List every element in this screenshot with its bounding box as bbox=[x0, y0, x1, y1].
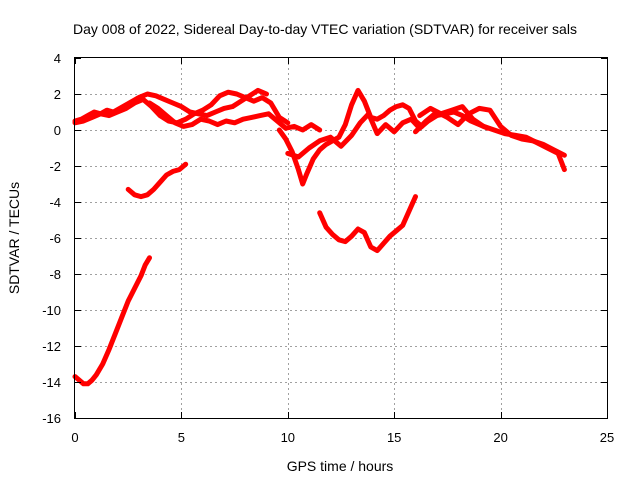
series-track-d bbox=[276, 87, 425, 187]
x-tick-label: 10 bbox=[281, 430, 295, 445]
axis-ticks: 0 5 10 15 20 25 -16 -14 -12 -10 -8 -6 -4 -2 0 2 4 bbox=[42, 51, 614, 445]
chart-title: Day 008 of 2022, Sidereal Day-to-day VTE… bbox=[73, 21, 577, 37]
series-track-j bbox=[72, 255, 152, 387]
x-tick-label: 20 bbox=[493, 430, 507, 445]
plot-frame bbox=[74, 57, 608, 419]
data-series bbox=[72, 87, 567, 387]
x-tick-label: 5 bbox=[178, 430, 185, 445]
y-axis-label: SDTVAR / TECUs bbox=[6, 182, 22, 294]
y-tick-label: 0 bbox=[54, 123, 61, 138]
y-tick-label: -10 bbox=[42, 303, 61, 318]
series-track-i bbox=[317, 194, 418, 254]
y-tick-label: -4 bbox=[49, 195, 61, 210]
series-track-b bbox=[72, 89, 291, 126]
y-tick-label: -12 bbox=[42, 339, 61, 354]
y-tick-label: -6 bbox=[49, 231, 61, 246]
series-track-e bbox=[285, 109, 491, 160]
x-tick-label: 15 bbox=[387, 430, 401, 445]
series-track-c bbox=[147, 100, 323, 133]
y-tick-label: -16 bbox=[42, 411, 61, 426]
y-tick-label: -14 bbox=[42, 375, 61, 390]
series-track-g bbox=[417, 104, 567, 173]
y-tick-label: -8 bbox=[49, 267, 61, 282]
x-axis-label: GPS time / hours bbox=[287, 458, 394, 474]
series-track-h bbox=[125, 161, 189, 200]
x-tick-label: 25 bbox=[600, 430, 614, 445]
y-tick-label: -2 bbox=[49, 159, 61, 174]
y-tick-label: 2 bbox=[54, 87, 61, 102]
y-tick-label: 4 bbox=[54, 51, 61, 66]
x-tick-label: 0 bbox=[71, 430, 78, 445]
